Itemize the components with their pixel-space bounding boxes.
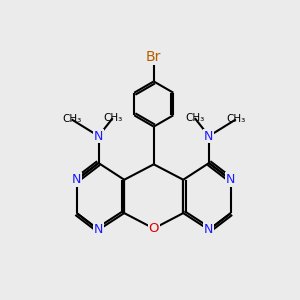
Text: N: N (226, 173, 236, 186)
Text: CH₃: CH₃ (226, 114, 245, 124)
Text: N: N (94, 223, 103, 236)
Text: N: N (204, 223, 214, 236)
Text: CH₃: CH₃ (185, 113, 204, 123)
Text: Br: Br (146, 50, 161, 64)
Text: N: N (94, 130, 103, 142)
Text: CH₃: CH₃ (62, 114, 81, 124)
Text: N: N (72, 173, 81, 186)
Text: N: N (204, 130, 214, 142)
Text: O: O (148, 222, 159, 235)
Text: CH₃: CH₃ (103, 113, 122, 123)
